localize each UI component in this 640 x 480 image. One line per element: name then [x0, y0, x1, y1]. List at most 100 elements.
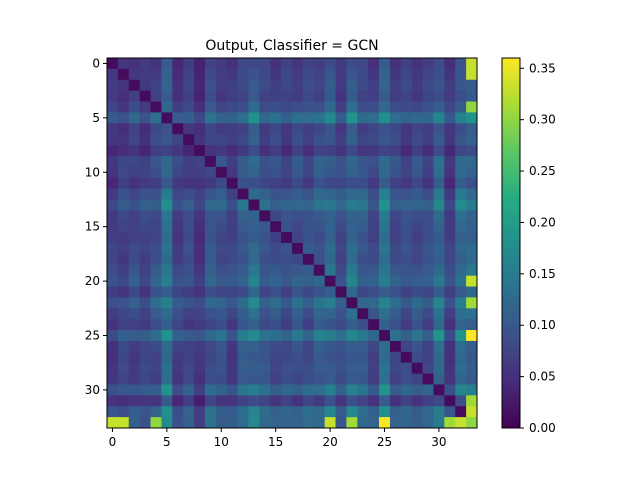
heatmap-cell	[215, 362, 228, 374]
heatmap-cell	[292, 112, 304, 124]
heatmap-cell	[161, 145, 173, 157]
heatmap-cell	[433, 155, 445, 168]
heatmap-cell	[357, 210, 369, 222]
heatmap-cell	[107, 351, 119, 364]
heatmap-cell	[411, 155, 423, 168]
heatmap-cell	[183, 384, 195, 396]
heatmap-cell	[128, 112, 141, 124]
heatmap-cell	[194, 351, 206, 364]
heatmap-cell	[357, 155, 369, 168]
heatmap-cell	[226, 101, 238, 113]
heatmap-cell	[379, 166, 391, 179]
heatmap-cell	[117, 395, 130, 407]
heatmap-cell	[172, 362, 184, 374]
heatmap-cell	[357, 68, 369, 81]
heatmap-cell	[400, 210, 413, 222]
heatmap-cell	[444, 286, 456, 298]
heatmap-cell	[139, 232, 151, 244]
heatmap-cell	[281, 308, 293, 320]
heatmap-cell	[346, 232, 358, 244]
heatmap-cell	[150, 384, 162, 396]
heatmap-cell	[292, 406, 304, 418]
heatmap-cell	[172, 221, 184, 233]
heatmap-cell	[194, 243, 206, 255]
heatmap-cell	[172, 58, 184, 70]
y-tick-label: 20	[85, 274, 100, 288]
heatmap-cell	[139, 243, 151, 255]
heatmap-cell	[389, 90, 402, 102]
heatmap-cell	[455, 243, 467, 255]
heatmap-cell	[107, 340, 119, 353]
heatmap-cell	[270, 264, 282, 277]
heatmap-cell	[204, 112, 217, 124]
heatmap-cell	[302, 101, 315, 113]
heatmap-cell	[194, 79, 206, 92]
heatmap-cell	[368, 221, 380, 233]
heatmap-cell	[335, 221, 347, 233]
heatmap-cell	[313, 384, 326, 396]
heatmap-cell	[259, 199, 271, 211]
heatmap-cell	[302, 330, 315, 342]
heatmap-cell	[411, 68, 423, 81]
heatmap-cell	[346, 221, 358, 233]
heatmap-cell	[270, 232, 282, 244]
heatmap-cell	[107, 58, 119, 70]
heatmap-cell	[444, 384, 456, 396]
heatmap-cell	[117, 177, 130, 189]
heatmap-cell	[379, 253, 391, 266]
heatmap-cell	[313, 188, 326, 200]
heatmap-cell	[444, 308, 456, 320]
heatmap-cell	[226, 123, 238, 135]
heatmap-cell	[433, 406, 445, 418]
heatmap-cell	[117, 101, 130, 113]
heatmap-cell	[455, 275, 467, 287]
heatmap-cell	[183, 134, 195, 146]
heatmap-cell	[150, 188, 162, 200]
heatmap-cell	[346, 101, 358, 113]
heatmap-cell	[389, 177, 402, 189]
heatmap-cell	[313, 58, 326, 70]
heatmap-cell	[357, 112, 369, 124]
heatmap-cell	[466, 232, 478, 244]
heatmap-cell	[215, 243, 228, 255]
heatmap-cell	[161, 243, 173, 255]
heatmap-cell	[194, 373, 206, 385]
heatmap-cell	[433, 188, 445, 200]
heatmap-cell	[433, 145, 445, 157]
heatmap-cell	[204, 351, 217, 364]
heatmap-cell	[161, 286, 173, 298]
heatmap-cell	[368, 123, 380, 135]
heatmap-cell	[466, 210, 478, 222]
heatmap-cell	[379, 134, 391, 146]
heatmap-cell	[368, 112, 380, 124]
heatmap-cell	[270, 210, 282, 222]
heatmap-cell	[335, 210, 347, 222]
heatmap-cell	[107, 188, 119, 200]
heatmap-cell	[389, 68, 402, 81]
heatmap-cell	[433, 58, 445, 70]
heatmap-cell	[444, 275, 456, 287]
heatmap-cell	[368, 243, 380, 255]
heatmap-cell	[194, 264, 206, 277]
heatmap-cell	[433, 90, 445, 102]
heatmap-cell	[226, 134, 238, 146]
heatmap-cell	[150, 319, 162, 331]
heatmap-cell	[117, 286, 130, 298]
heatmap-cell	[117, 210, 130, 222]
heatmap-cell	[183, 286, 195, 298]
heatmap-cell	[204, 395, 217, 407]
heatmap-cell	[204, 210, 217, 222]
heatmap-cell	[335, 199, 347, 211]
heatmap-cell	[313, 123, 326, 135]
heatmap-cell	[183, 395, 195, 407]
heatmap-cell	[183, 308, 195, 320]
heatmap-cell	[346, 155, 358, 168]
heatmap-cell	[357, 145, 369, 157]
y-axis: 0 5 10 15 20 25 30	[85, 56, 107, 397]
heatmap-cell	[411, 134, 423, 146]
heatmap-cell	[411, 112, 423, 124]
heatmap-cell	[161, 406, 173, 418]
heatmap-cell	[248, 297, 260, 309]
heatmap-cell	[128, 362, 141, 374]
heatmap-cell	[237, 188, 249, 200]
